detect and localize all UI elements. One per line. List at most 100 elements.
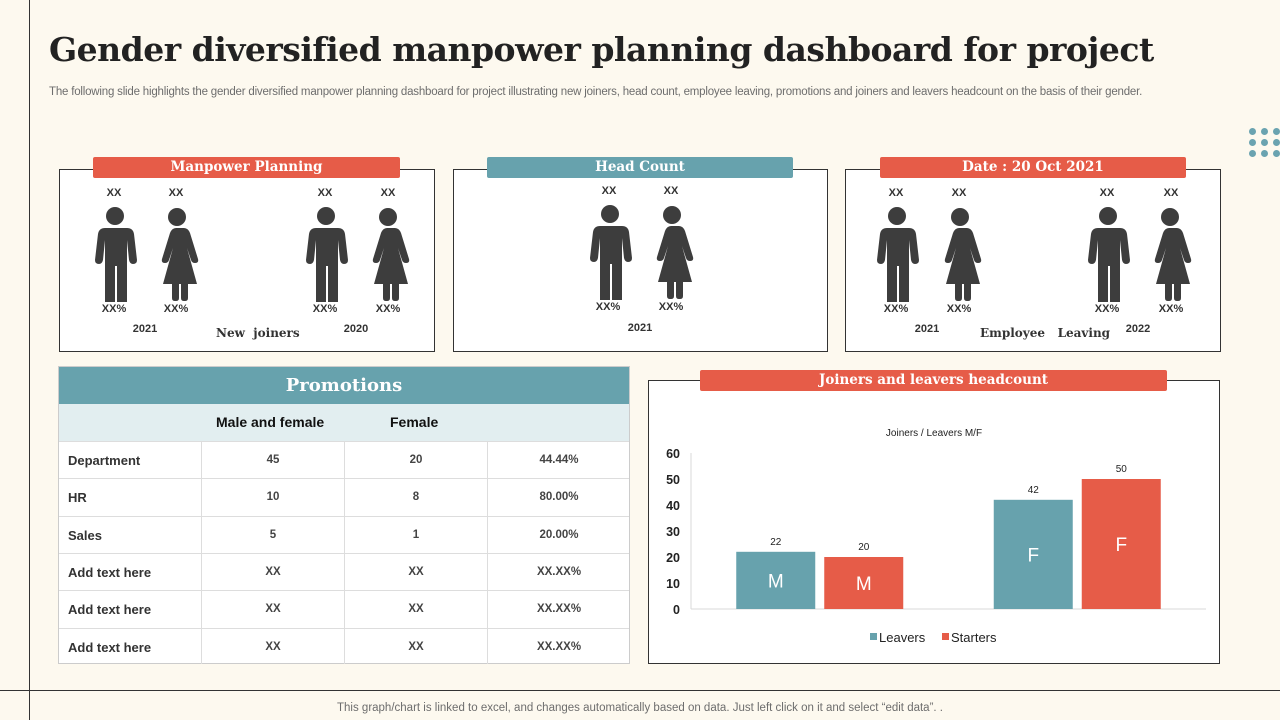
head-count-panel: XX XX XX% XX% 2021 — [453, 169, 828, 352]
category-label: F — [1115, 535, 1127, 556]
table-cell: XX.XX% — [536, 565, 582, 578]
column-header-female: Female — [390, 414, 439, 430]
year-label: 2021 — [132, 323, 158, 335]
row-label: Add text here — [68, 602, 152, 618]
dots-decoration-icon — [1249, 128, 1280, 158]
table-cell: XX — [408, 640, 424, 653]
bar-leavers-m — [736, 551, 816, 609]
category-label: F — [1027, 545, 1039, 566]
data-label: 50 — [1116, 464, 1128, 475]
bar-starters-m — [824, 557, 904, 609]
data-label: 20 — [858, 542, 870, 553]
y-tick-label: 40 — [666, 499, 680, 513]
joiners-leavers-chart-panel: Joiners / Leavers M/F 0 10 20 30 40 50 60 22 M 20 M… — [648, 380, 1220, 664]
joiners-leavers-tab: Joiners and leavers headcount — [700, 370, 1167, 391]
male-figure-icon — [875, 206, 919, 302]
table-cell: 8 — [412, 491, 420, 504]
table-cell: XX — [265, 565, 281, 578]
table-row: Add text here XX XX XX.XX% — [59, 552, 629, 591]
manpower-planning-panel: XX XX XX% XX% 2021 XX XX XX% XX% 2020 Ne… — [59, 169, 435, 352]
year-label: 2020 — [343, 323, 369, 335]
row-label: HR — [68, 490, 87, 506]
male-count-2020: XX — [317, 187, 333, 199]
male-figure-icon — [93, 206, 137, 302]
female-count-2020: XX — [380, 187, 396, 199]
male-count: XX — [601, 185, 617, 197]
promotions-table: Promotions Male and female Female Depart… — [58, 366, 630, 664]
employee-leaving-panel: XX XX XX% XX% 2021 XX XX XX% XX% 2022 Em… — [845, 169, 1221, 352]
page-title: Gender diversified manpower planning das… — [49, 30, 1154, 69]
bar-starters-f — [1081, 479, 1161, 609]
y-tick-label: 10 — [666, 577, 680, 591]
joiners-leavers-chart: Joiners / Leavers M/F 0 10 20 30 40 50 60 22 M 20 M… — [666, 428, 1206, 645]
female-pct-2021: XX% — [163, 303, 189, 315]
category-label: M — [768, 571, 784, 592]
male-figure-icon — [588, 204, 632, 300]
data-label: 22 — [770, 537, 782, 548]
male-pct: XX% — [595, 301, 621, 313]
table-cell: 80.00% — [539, 491, 579, 504]
table-cell: 10 — [266, 491, 280, 504]
chart-title: Joiners / Leavers M/F — [886, 428, 982, 439]
row-label: Sales — [68, 527, 102, 543]
male-count-2021: XX — [106, 187, 122, 199]
female-pct-2020: XX% — [375, 303, 401, 315]
female-pct-2021: XX% — [946, 303, 972, 315]
table-cell: XX — [265, 640, 281, 653]
new-joiners-label: New joiners — [216, 326, 300, 340]
column-divider — [344, 441, 345, 664]
female-figure-icon — [938, 206, 982, 302]
bar-leavers-f — [993, 499, 1073, 609]
column-header-male-and-female: Male and female — [216, 414, 325, 430]
manpower-planning-tab: Manpower Planning — [93, 157, 400, 178]
y-tick-label: 30 — [666, 525, 680, 539]
column-divider — [487, 441, 488, 664]
row-label: Add text here — [68, 639, 152, 655]
male-pct-2021: XX% — [883, 303, 909, 315]
female-count-2021: XX — [951, 187, 967, 199]
male-count-2022: XX — [1099, 187, 1115, 199]
table-cell: XX.XX% — [536, 603, 582, 616]
page-subtitle: The following slide highlights the gende… — [49, 86, 1143, 98]
legend-label: Starters — [951, 630, 997, 645]
table-cell: XX — [408, 565, 424, 578]
female-count-2021: XX — [168, 187, 184, 199]
head-count-tab: Head Count — [487, 157, 793, 178]
row-label: Department — [68, 453, 141, 468]
legend-label: Leavers — [879, 630, 926, 645]
male-pct-2021: XX% — [101, 303, 127, 315]
column-divider — [201, 441, 202, 664]
footer-divider — [0, 690, 1280, 691]
y-tick-label: 60 — [666, 447, 680, 461]
male-figure-icon — [304, 206, 348, 302]
date-tab: Date : 20 Oct 2021 — [880, 157, 1186, 178]
table-cell: XX.XX% — [536, 640, 582, 653]
promotions-title: Promotions — [59, 367, 629, 404]
table-cell: 20.00% — [539, 528, 579, 541]
category-label: M — [856, 574, 872, 595]
male-figure-icon — [1086, 206, 1130, 302]
table-cell: 44.44% — [539, 454, 579, 466]
female-pct: XX% — [658, 301, 684, 313]
y-tick-label: 0 — [673, 603, 680, 617]
female-figure-icon — [650, 204, 694, 300]
female-count-2022: XX — [1163, 187, 1179, 199]
table-cell: 45 — [266, 454, 280, 466]
female-figure-icon — [155, 206, 199, 302]
data-label: 42 — [1028, 485, 1040, 496]
table-cell: 5 — [269, 528, 277, 541]
year-label: 2021 — [627, 322, 653, 334]
left-border-line — [29, 0, 30, 720]
table-cell: XX — [408, 603, 424, 616]
male-count-2021: XX — [888, 187, 904, 199]
table-cell: 20 — [409, 454, 423, 466]
year-label: 2021 — [914, 323, 940, 335]
year-label: 2022 — [1125, 323, 1151, 335]
female-count: XX — [663, 185, 679, 197]
y-tick-label: 20 — [666, 551, 680, 565]
legend-swatch — [870, 633, 877, 640]
table-cell: 1 — [412, 528, 420, 541]
legend-swatch — [942, 633, 949, 640]
female-figure-icon — [366, 206, 410, 302]
female-pct-2022: XX% — [1158, 303, 1184, 315]
